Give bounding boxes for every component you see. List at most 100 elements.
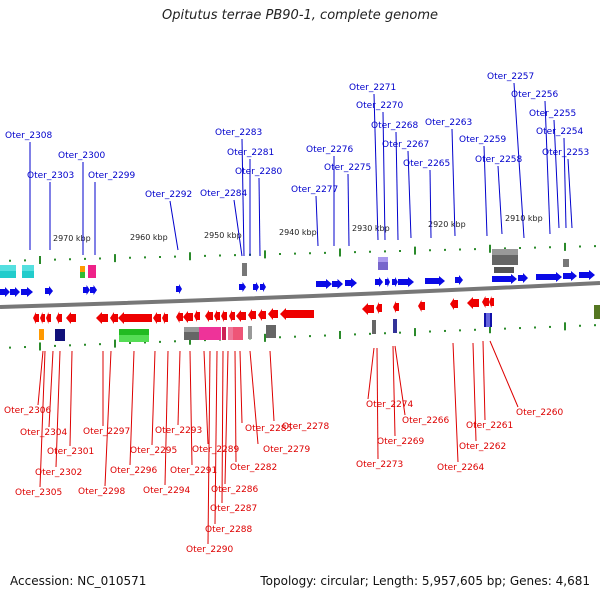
major-tick [564, 322, 566, 331]
top-connector [563, 137, 567, 229]
reverse-gene-arrow [258, 309, 266, 321]
reverse-gene-arrow [162, 312, 168, 324]
top-connector [497, 165, 503, 235]
top-gene-label: Oter_2254 [536, 127, 584, 137]
bottom-connector [489, 340, 519, 408]
major-tick [114, 254, 116, 263]
major-tick [414, 246, 416, 255]
topology-label: Topology: circular; Length: 5,957,605 bp… [260, 574, 590, 588]
minor-tick [519, 327, 521, 330]
top-gene-label: Oter_2299 [88, 171, 136, 181]
minor-tick [84, 257, 86, 260]
bottom-connector [452, 342, 459, 463]
reverse-gene-arrow [214, 310, 220, 322]
forward-gene-arrow [45, 286, 53, 296]
bottom-connector [39, 350, 46, 488]
scale-label: 2960 kbp [130, 233, 168, 242]
bottom-connector [269, 350, 275, 422]
top-gene-label: Oter_2270 [356, 101, 404, 111]
feature-block [378, 257, 388, 262]
top-gene-label: Oter_2276 [306, 145, 354, 155]
bottom-gene-label: Oter_2266 [402, 416, 450, 426]
major-tick [339, 330, 341, 339]
minor-tick [534, 326, 536, 329]
page-title: Opitutus terrae PB90-1, complete genome [161, 8, 439, 23]
minor-tick [444, 248, 446, 251]
minor-tick [594, 324, 596, 327]
top-connector [407, 150, 412, 239]
forward-gene-arrow [563, 271, 577, 281]
minor-tick [519, 247, 521, 249]
reverse-gene-arrow [229, 310, 235, 322]
minor-tick [54, 258, 56, 261]
minor-tick [69, 344, 71, 347]
minor-tick [309, 335, 311, 338]
bottom-connector [221, 350, 224, 504]
minor-tick [459, 248, 461, 251]
scale-label: 2950 kbp [204, 231, 242, 240]
top-connector [169, 200, 179, 251]
top-connector [451, 128, 456, 237]
minor-tick [504, 247, 506, 250]
bottom-connector [472, 342, 477, 442]
top-connector [373, 93, 379, 241]
bottom-connector [151, 350, 156, 446]
forward-gene-arrow [492, 274, 517, 284]
top-gene-label: Oter_2265 [403, 159, 450, 169]
minor-tick [474, 248, 476, 251]
top-gene-label: Oter_2271 [349, 83, 396, 93]
top-gene-label: Oter_2308 [5, 131, 53, 141]
bottom-gene-label: Oter_2302 [35, 468, 82, 478]
bottom-gene-label: Oter_2301 [47, 447, 94, 457]
bottom-gene-label: Oter_2288 [205, 525, 253, 535]
forward-gene-arrow [375, 277, 383, 287]
top-gene-label: Oter_2267 [382, 140, 429, 150]
bottom-gene-label: Oter_2298 [78, 487, 126, 497]
feature-block [88, 265, 96, 278]
minor-tick [99, 257, 101, 260]
feature-block [248, 326, 252, 339]
top-gene-label: Oter_2255 [529, 109, 576, 119]
reverse-gene-arrow [376, 302, 382, 314]
top-connector [347, 173, 350, 247]
reverse-gene-arrow [248, 309, 256, 321]
reverse-gene-arrow [205, 310, 213, 322]
bottom-connector [367, 347, 375, 400]
minor-tick [69, 258, 71, 261]
minor-tick [294, 335, 296, 338]
reverse-gene-arrow [153, 312, 161, 324]
bottom-gene-label: Oter_2285 [245, 424, 292, 434]
major-tick [264, 250, 266, 259]
bottom-gene-label: Oter_2295 [130, 446, 177, 456]
bottom-gene-label: Oter_2282 [230, 463, 277, 473]
major-tick [114, 339, 116, 348]
bottom-gene-label: Oter_2278 [282, 422, 330, 432]
top-gene-label: Oter_2280 [235, 167, 283, 177]
forward-gene-arrow [239, 282, 246, 292]
feature-block [594, 305, 600, 319]
major-tick [489, 244, 491, 253]
minor-tick [429, 330, 431, 333]
top-gene-label: Oter_2253 [542, 148, 589, 158]
bottom-gene-label: Oter_2287 [210, 504, 257, 514]
forward-gene-arrow [0, 287, 10, 297]
bottom-gene-label: Oter_2305 [15, 488, 62, 498]
minor-tick [219, 254, 221, 257]
feature-block [119, 335, 149, 342]
reverse-gene-arrow [482, 296, 489, 308]
bottom-connector [249, 350, 259, 445]
bottom-connector [392, 345, 396, 437]
reverse-gene-arrow [221, 310, 227, 322]
feature-block [393, 319, 397, 333]
bottom-connector [239, 350, 243, 424]
minor-tick [534, 246, 536, 249]
top-connector [553, 119, 560, 229]
reverse-gene-arrow [110, 312, 118, 324]
forward-gene-arrow [579, 270, 595, 280]
feature-block [80, 272, 85, 278]
minor-tick [369, 250, 371, 253]
feature-block [184, 327, 199, 332]
bottom-connector [37, 350, 44, 406]
minor-tick [174, 340, 176, 343]
